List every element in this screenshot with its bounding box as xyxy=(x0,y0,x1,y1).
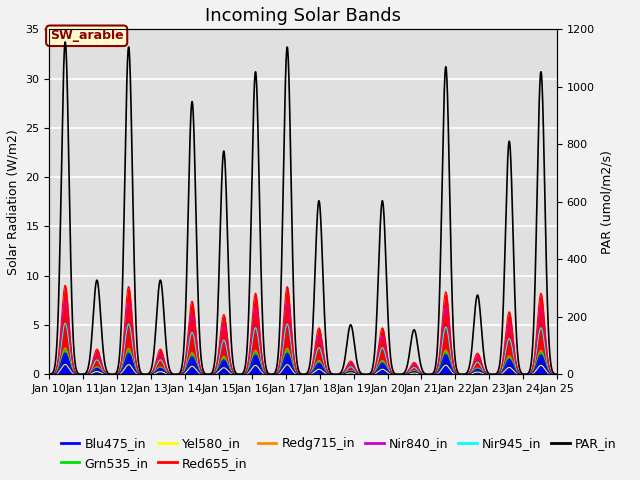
Text: SW_arable: SW_arable xyxy=(50,29,124,42)
Legend: Blu475_in, Grn535_in, Yel580_in, Red655_in, Redg715_in, Nir840_in, Nir945_in, PA: Blu475_in, Grn535_in, Yel580_in, Red655_… xyxy=(56,432,621,475)
Title: Incoming Solar Bands: Incoming Solar Bands xyxy=(205,7,401,25)
Y-axis label: Solar Radiation (W/m2): Solar Radiation (W/m2) xyxy=(7,129,20,275)
Y-axis label: PAR (umol/m2/s): PAR (umol/m2/s) xyxy=(600,150,613,254)
